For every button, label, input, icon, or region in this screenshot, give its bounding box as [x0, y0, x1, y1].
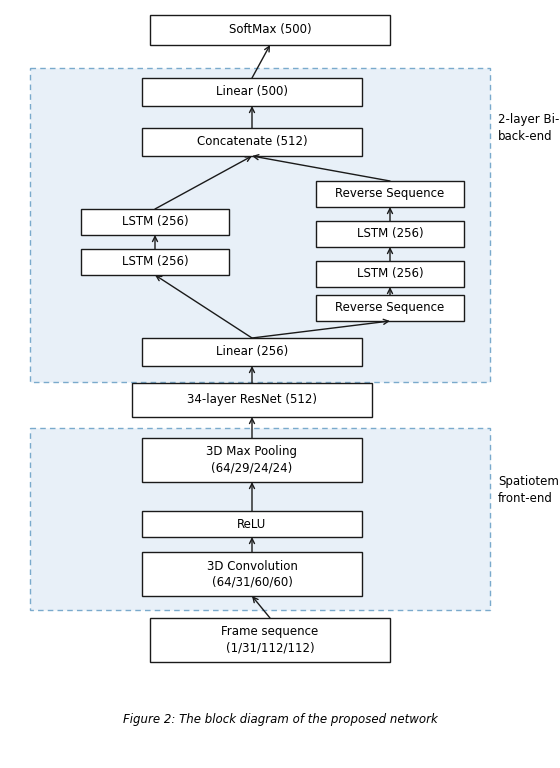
Bar — [316, 221, 464, 247]
Text: LSTM (256): LSTM (256) — [357, 267, 423, 280]
Bar — [81, 209, 229, 235]
Bar — [81, 249, 229, 275]
Bar — [150, 618, 390, 662]
Text: SoftMax (500): SoftMax (500) — [228, 24, 311, 37]
Text: Reverse Sequence: Reverse Sequence — [335, 187, 445, 200]
Text: LSTM (256): LSTM (256) — [122, 256, 188, 269]
Bar — [142, 128, 362, 156]
Text: Concatenate (512): Concatenate (512) — [197, 135, 307, 148]
Bar — [142, 78, 362, 106]
Bar — [142, 511, 362, 537]
Bar — [142, 338, 362, 366]
Text: Figure 2: The block diagram of the proposed network: Figure 2: The block diagram of the propo… — [123, 713, 437, 727]
Text: 2-layer Bi-LSTM
back-end: 2-layer Bi-LSTM back-end — [498, 113, 560, 143]
Text: 34-layer ResNet (512): 34-layer ResNet (512) — [187, 393, 317, 406]
Text: Linear (256): Linear (256) — [216, 346, 288, 359]
Bar — [142, 552, 362, 596]
Bar — [150, 15, 390, 45]
Text: 3D Convolution
(64/31/60/60): 3D Convolution (64/31/60/60) — [207, 560, 297, 588]
Text: Spatiotemporal
front-end: Spatiotemporal front-end — [498, 475, 560, 505]
Bar — [316, 261, 464, 287]
Bar — [30, 428, 490, 610]
Text: Linear (500): Linear (500) — [216, 85, 288, 98]
Text: LSTM (256): LSTM (256) — [122, 216, 188, 229]
Bar — [316, 295, 464, 321]
Text: ReLU: ReLU — [237, 518, 267, 531]
Text: Frame sequence
(1/31/112/112): Frame sequence (1/31/112/112) — [221, 625, 319, 654]
Text: Reverse Sequence: Reverse Sequence — [335, 302, 445, 315]
Bar — [316, 181, 464, 207]
Text: LSTM (256): LSTM (256) — [357, 227, 423, 240]
Bar — [132, 383, 372, 417]
Bar — [142, 438, 362, 482]
Text: 3D Max Pooling
(64/29/24/24): 3D Max Pooling (64/29/24/24) — [207, 445, 297, 475]
Bar — [30, 68, 490, 382]
